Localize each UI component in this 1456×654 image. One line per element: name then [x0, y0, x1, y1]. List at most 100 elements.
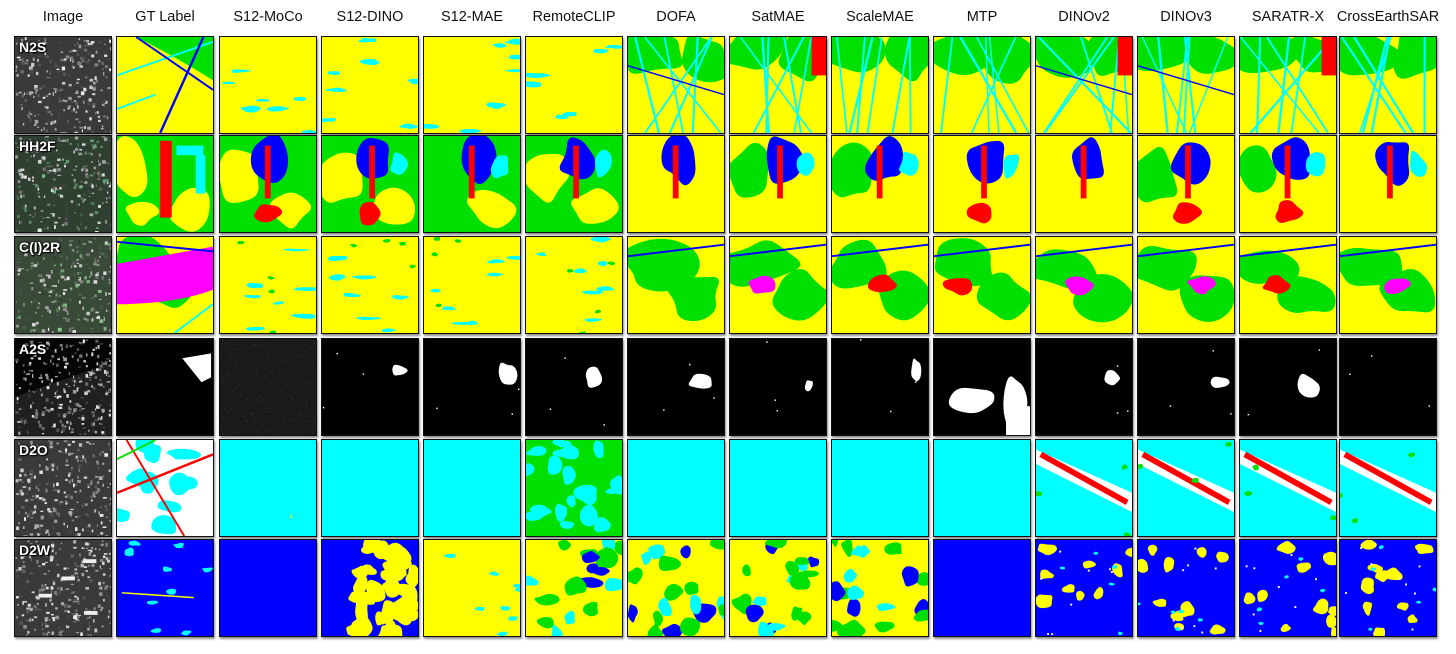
segmentation-map-a2s-8: [831, 338, 929, 436]
segmentation-map-d2w-8: [831, 539, 929, 637]
segmentation-map-d2w-9: [933, 539, 1031, 637]
segmentation-map-d2o-11: [1137, 439, 1235, 537]
segmentation-map-n2s-3: [321, 36, 419, 134]
segmentation-map-ci2r-8: [831, 236, 929, 334]
segmentation-map-n2s-1: [116, 36, 214, 134]
segmentation-map-hh2f-4: [423, 135, 521, 233]
segmentation-map-d2o-2: [219, 439, 317, 537]
column-header-saratr-x: SARATR-X: [1251, 9, 1325, 25]
row-label: D2O: [19, 442, 48, 458]
segmentation-map-d2w-1: [116, 539, 214, 637]
segmentation-map-a2s-4: [423, 338, 521, 436]
column-header-image: Image: [42, 9, 84, 25]
segmentation-map-a2s-12: [1239, 338, 1337, 436]
segmentation-map-n2s-5: [525, 36, 623, 134]
segmentation-map-hh2f-10: [1035, 135, 1133, 233]
segmentation-map-hh2f-6: [627, 135, 725, 233]
segmentation-map-ci2r-3: [321, 236, 419, 334]
column-header-scalemae: ScaleMAE: [846, 9, 914, 25]
segmentation-map-n2s-12: [1239, 36, 1337, 134]
segmentation-map-ci2r-11: [1137, 236, 1235, 334]
segmentation-map-a2s-3: [321, 338, 419, 436]
segmentation-map-a2s-1: [116, 338, 214, 436]
segmentation-map-n2s-13: [1339, 36, 1437, 134]
segmentation-map-hh2f-9: [933, 135, 1031, 233]
segmentation-map-hh2f-2: [219, 135, 317, 233]
segmentation-map-ci2r-12: [1239, 236, 1337, 334]
segmentation-map-n2s-6: [627, 36, 725, 134]
segmentation-map-d2w-7: [729, 539, 827, 637]
segmentation-map-d2o-4: [423, 439, 521, 537]
segmentation-map-d2o-1: [116, 439, 214, 537]
segmentation-map-d2o-3: [321, 439, 419, 537]
row-label: C(I)2R: [19, 239, 61, 255]
column-header-dofa: DOFA: [656, 9, 696, 25]
segmentation-map-d2o-13: [1339, 439, 1437, 537]
column-header-s12-dino: S12-DINO: [336, 9, 404, 25]
row-label: N2S: [19, 39, 47, 55]
segmentation-map-d2o-9: [933, 439, 1031, 537]
column-header-dinov3: DINOv3: [1160, 9, 1212, 25]
segmentation-map-ci2r-5: [525, 236, 623, 334]
column-header-s12-mae: S12-MAE: [440, 9, 504, 25]
segmentation-map-d2w-11: [1137, 539, 1235, 637]
segmentation-map-n2s-7: [729, 36, 827, 134]
input-image-a2s-0: A2S: [14, 338, 112, 436]
segmentation-map-d2w-2: [219, 539, 317, 637]
column-header-mtp: MTP: [966, 9, 998, 25]
row-label: D2W: [19, 542, 51, 558]
segmentation-map-n2s-8: [831, 36, 929, 134]
column-header-dinov2: DINOv2: [1058, 9, 1110, 25]
segmentation-map-a2s-7: [729, 338, 827, 436]
segmentation-map-n2s-2: [219, 36, 317, 134]
segmentation-map-d2w-6: [627, 539, 725, 637]
segmentation-map-a2s-2: [219, 338, 317, 436]
segmentation-map-ci2r-4: [423, 236, 521, 334]
segmentation-map-d2o-12: [1239, 439, 1337, 537]
segmentation-map-hh2f-11: [1137, 135, 1235, 233]
input-image-n2s-0: N2S: [14, 36, 112, 134]
input-image-d2w-0: D2W: [14, 539, 112, 637]
segmentation-map-hh2f-13: [1339, 135, 1437, 233]
row-label: A2S: [19, 341, 47, 357]
segmentation-map-d2o-10: [1035, 439, 1133, 537]
segmentation-map-d2w-4: [423, 539, 521, 637]
segmentation-map-d2o-6: [627, 439, 725, 537]
segmentation-map-n2s-4: [423, 36, 521, 134]
segmentation-map-d2o-5: [525, 439, 623, 537]
segmentation-map-d2w-10: [1035, 539, 1133, 637]
column-header-remoteclip: RemoteCLIP: [532, 9, 616, 25]
row-label: HH2F: [19, 138, 56, 154]
segmentation-map-hh2f-12: [1239, 135, 1337, 233]
segmentation-map-ci2r-9: [933, 236, 1031, 334]
segmentation-map-a2s-5: [525, 338, 623, 436]
column-header-s12-moco: S12-MoCo: [233, 9, 303, 25]
segmentation-map-ci2r-6: [627, 236, 725, 334]
input-image-ci2r-0: C(I)2R: [14, 236, 112, 334]
segmentation-map-ci2r-1: [116, 236, 214, 334]
input-image-hh2f-0: HH2F: [14, 135, 112, 233]
segmentation-map-d2w-5: [525, 539, 623, 637]
column-header-gt-label: GT Label: [135, 9, 195, 25]
segmentation-map-a2s-13: [1339, 338, 1437, 436]
segmentation-map-ci2r-2: [219, 236, 317, 334]
segmentation-map-d2w-3: [321, 539, 419, 637]
segmentation-map-d2o-7: [729, 439, 827, 537]
segmentation-map-a2s-11: [1137, 338, 1235, 436]
segmentation-map-d2o-8: [831, 439, 929, 537]
segmentation-map-a2s-9: [933, 338, 1031, 436]
segmentation-map-ci2r-13: [1339, 236, 1437, 334]
segmentation-map-d2w-13: [1339, 539, 1437, 637]
segmentation-map-hh2f-3: [321, 135, 419, 233]
column-header-crossearthsar: CrossEarthSAR: [1336, 9, 1440, 25]
segmentation-map-n2s-10: [1035, 36, 1133, 134]
segmentation-map-n2s-11: [1137, 36, 1235, 134]
segmentation-map-hh2f-5: [525, 135, 623, 233]
segmentation-map-hh2f-7: [729, 135, 827, 233]
segmentation-map-ci2r-10: [1035, 236, 1133, 334]
column-header-satmae: SatMAE: [751, 9, 805, 25]
segmentation-map-hh2f-8: [831, 135, 929, 233]
segmentation-map-hh2f-1: [116, 135, 214, 233]
segmentation-map-a2s-6: [627, 338, 725, 436]
